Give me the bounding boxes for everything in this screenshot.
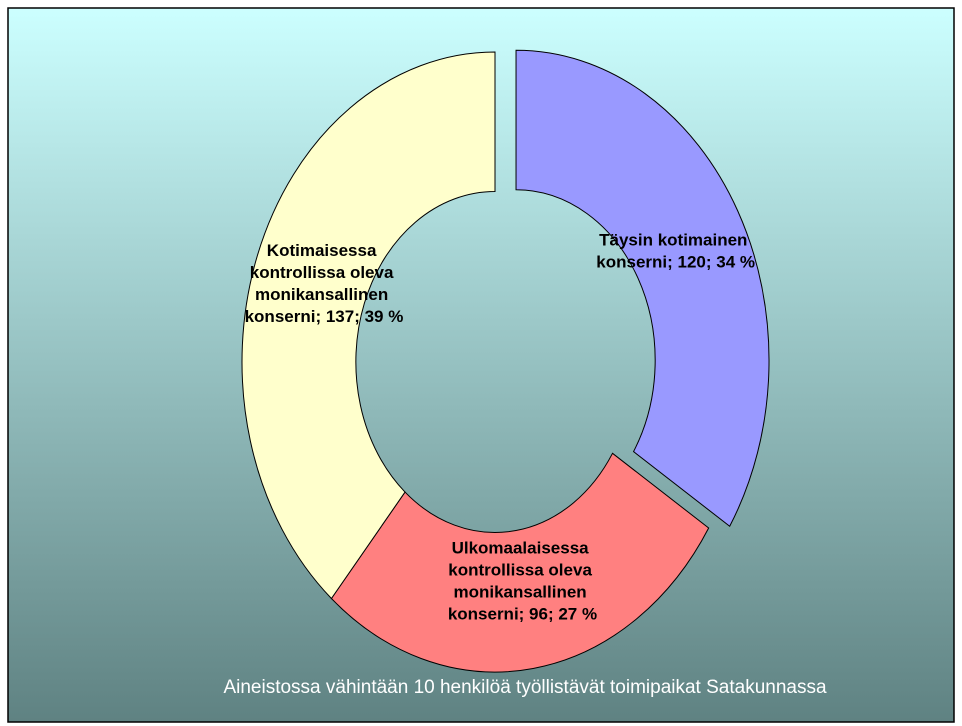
labels: Täysin kotimainen konserni; 120; 34 % Ulk… bbox=[245, 231, 755, 624]
slices bbox=[241, 49, 770, 673]
data-label: Täysin kotimainen konserni; 120; 34 % bbox=[596, 231, 755, 272]
donut-slice bbox=[241, 51, 496, 600]
donut-slice bbox=[515, 49, 770, 528]
data-label: Kotimaisessa kontrollissa oleva monikans… bbox=[245, 242, 404, 327]
data-label: Ulkomaalaisessa kontrollissa oleva monik… bbox=[448, 539, 597, 624]
footnote: Aineistossa vähintään 10 henkilöä työlli… bbox=[223, 677, 827, 698]
donut-slice bbox=[330, 452, 710, 673]
